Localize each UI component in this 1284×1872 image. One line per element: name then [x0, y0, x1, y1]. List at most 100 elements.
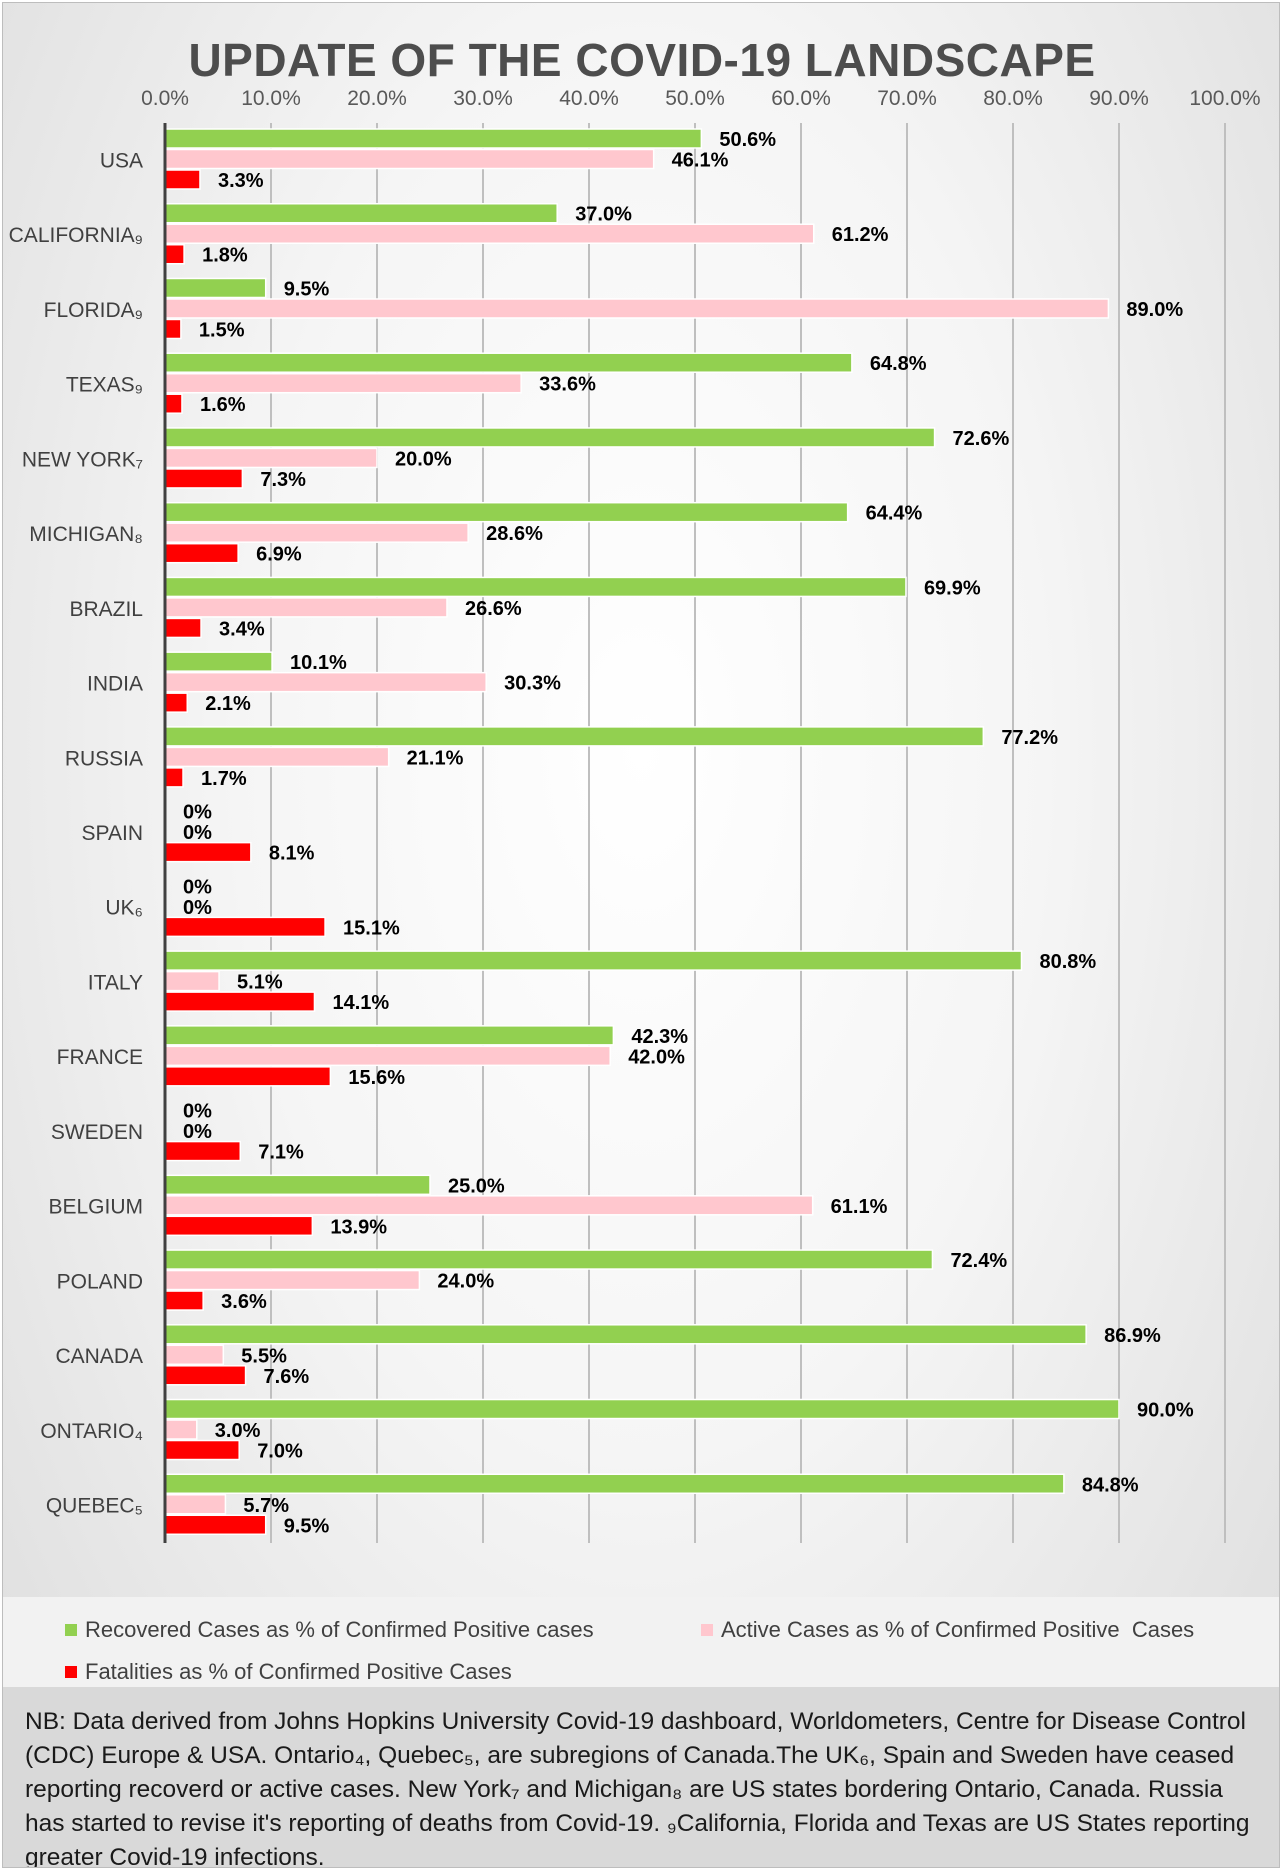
x-tick-label: 50.0% — [665, 87, 725, 110]
data-label: 5.1% — [237, 972, 283, 994]
bar — [164, 692, 189, 713]
bar — [164, 726, 985, 747]
bar — [164, 1195, 814, 1216]
data-label: 1.6% — [200, 394, 246, 416]
data-label: 84.8% — [1082, 1474, 1139, 1496]
legend-swatch-active — [701, 1624, 713, 1636]
bar — [164, 1290, 204, 1311]
data-label: 10.1% — [290, 652, 347, 674]
bar — [164, 671, 487, 693]
data-label: 33.6% — [539, 374, 596, 396]
data-label: 77.2% — [1001, 727, 1058, 749]
bar — [164, 352, 853, 373]
bar — [164, 746, 390, 768]
data-label: 28.6% — [486, 523, 543, 545]
data-label: 1.8% — [202, 245, 248, 267]
bar — [164, 841, 252, 863]
bar — [164, 1215, 314, 1237]
bar — [164, 393, 183, 414]
bar — [164, 1365, 247, 1386]
category-label: SPAIN — [82, 822, 143, 845]
data-label: 61.2% — [832, 224, 889, 246]
category-label: CALIFORNIA₉ — [9, 224, 143, 247]
bar — [164, 597, 448, 618]
x-tick-label: 30.0% — [453, 87, 513, 110]
x-tick-label: 20.0% — [347, 87, 407, 110]
x-tick-label: 90.0% — [1089, 87, 1149, 110]
data-label: 0% — [183, 897, 212, 919]
bar — [164, 1025, 615, 1046]
category-label: BELGIUM — [48, 1196, 143, 1219]
bar — [164, 1045, 611, 1067]
data-label: 1.5% — [199, 319, 245, 341]
data-label: 42.3% — [631, 1026, 688, 1048]
category-label: BRAZIL — [69, 598, 143, 621]
bar — [164, 1066, 332, 1087]
data-label: 64.4% — [866, 503, 923, 525]
chart-legend: Recovered Cases as % of Confirmed Positi… — [3, 1597, 1279, 1687]
bar — [164, 128, 703, 149]
x-tick-label: 0.0% — [141, 87, 189, 110]
bar — [164, 576, 907, 598]
data-label: 89.0% — [1126, 299, 1183, 321]
bar — [164, 1174, 431, 1196]
x-tick-label: 60.0% — [771, 87, 831, 110]
category-label: MICHIGAN₈ — [29, 523, 143, 546]
data-label: 80.8% — [1039, 951, 1096, 973]
bar — [164, 542, 239, 564]
bar — [164, 1439, 240, 1461]
bar — [164, 651, 273, 672]
data-label: 72.6% — [953, 428, 1010, 450]
category-label: QUEBEC₅ — [46, 1495, 143, 1518]
x-tick-label: 100.0% — [1189, 87, 1260, 110]
legend-swatch-recovered — [65, 1624, 77, 1636]
bar — [164, 950, 1023, 971]
data-label: 90.0% — [1137, 1400, 1194, 1422]
data-label: 46.1% — [672, 150, 729, 172]
data-label: 2.1% — [205, 693, 251, 715]
category-label: SWEDEN — [51, 1121, 143, 1144]
category-label: FLORIDA₉ — [44, 299, 143, 322]
bar — [164, 468, 244, 489]
bar — [164, 202, 558, 224]
data-label: 50.6% — [719, 129, 776, 151]
data-label: 3.4% — [219, 618, 265, 640]
legend-label-active: Active Cases as % of Confirmed Positive … — [721, 1617, 1195, 1642]
bar — [164, 298, 1110, 319]
x-tick-label: 10.0% — [241, 87, 301, 110]
chart-title: UPDATE OF THE COVID-19 LANDSCAPE — [188, 34, 1096, 86]
bar — [164, 1398, 1120, 1420]
bar — [164, 1344, 225, 1366]
data-label: 7.0% — [257, 1441, 303, 1463]
data-label: 37.0% — [575, 204, 632, 226]
bar — [164, 617, 202, 639]
legend-label-fatalities: Fatalities as % of Confirmed Positive Ca… — [85, 1659, 512, 1684]
footnote: NB: Data derived from Johns Hopkins Univ… — [3, 1687, 1279, 1867]
x-tick-label: 40.0% — [559, 87, 619, 110]
data-label: 9.5% — [284, 278, 330, 300]
data-label: 3.0% — [215, 1420, 261, 1442]
data-label: 13.9% — [330, 1216, 387, 1238]
data-label: 42.0% — [628, 1046, 685, 1068]
category-label: ITALY — [88, 971, 143, 994]
data-label: 0% — [183, 1121, 212, 1143]
data-label: 3.3% — [218, 170, 264, 192]
category-label: ONTARIO₄ — [40, 1420, 143, 1443]
bar — [164, 223, 815, 244]
legend-item-recovered: Recovered Cases as % of Confirmed Positi… — [65, 1617, 594, 1643]
data-label: 1.7% — [201, 768, 247, 790]
data-label: 86.9% — [1104, 1325, 1161, 1347]
bar — [164, 318, 182, 340]
bar — [164, 1514, 267, 1536]
data-label: 3.6% — [221, 1291, 267, 1313]
data-label: 7.3% — [260, 469, 306, 491]
bar — [164, 501, 849, 523]
category-label: RUSSIA — [65, 747, 143, 770]
data-label: 26.6% — [465, 598, 522, 620]
bar — [164, 970, 220, 992]
category-label: FRANCE — [57, 1046, 143, 1069]
data-label: 15.1% — [343, 917, 400, 939]
data-label: 0% — [183, 876, 212, 898]
legend-label-recovered: Recovered Cases as % of Confirmed Positi… — [85, 1617, 594, 1642]
